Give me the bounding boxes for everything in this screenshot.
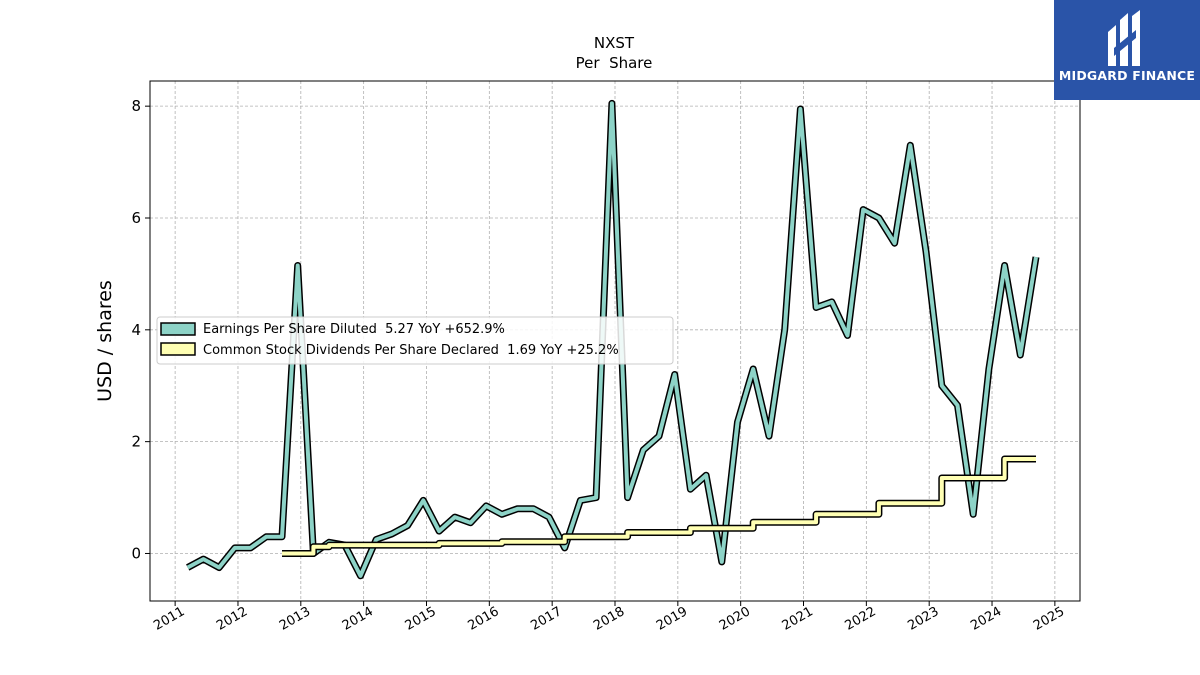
x-tick-label: 2015 (403, 604, 439, 634)
x-tick-label: 2013 (277, 604, 313, 634)
y-tick-label: 0 (131, 544, 141, 562)
x-tick-label: 2023 (905, 604, 941, 634)
chart-subtitle: Per Share (576, 54, 653, 72)
legend-label-eps: Earnings Per Share Diluted 5.27 YoY +652… (203, 322, 505, 337)
y-tick-label: 6 (131, 209, 141, 227)
y-tick-label: 4 (131, 321, 141, 339)
dividends-series-line (282, 457, 1036, 556)
x-tick-label: 2024 (968, 604, 1004, 634)
dividends-series-line-outline (282, 455, 1036, 557)
x-tick-label: 2016 (465, 604, 501, 634)
x-tick-label: 2011 (151, 604, 187, 634)
chart-title: NXST (594, 34, 635, 52)
legend-swatch-dividends (160, 342, 196, 356)
midgard-logo-icon (1108, 10, 1140, 66)
series-lines (186, 99, 1040, 580)
x-tick-label: 2021 (780, 604, 816, 634)
legend-label-dividends: Common Stock Dividends Per Share Declare… (203, 343, 619, 358)
y-tick-label: 8 (131, 97, 141, 115)
plot-frame (149, 80, 1081, 602)
brand-logo: MIDGARD FINANCE (1054, 0, 1200, 100)
x-tick-label: 2020 (717, 604, 753, 634)
x-tick-label: 2019 (654, 604, 690, 634)
x-tick-label: 2018 (591, 604, 627, 634)
x-tick-label: 2017 (528, 604, 564, 634)
x-tick-label: 2025 (1031, 604, 1067, 634)
legend-swatch-eps (160, 322, 196, 336)
legend: Earnings Per Share Diluted 5.27 YoY +652… (156, 316, 674, 365)
legend-box (156, 316, 674, 365)
brand-name: MIDGARD FINANCE (1058, 68, 1196, 83)
y-tick-label: 2 (131, 433, 141, 451)
y-axis-label: USD / shares (94, 280, 116, 402)
x-tick-label: 2022 (843, 604, 879, 634)
x-tick-label: 2014 (340, 604, 376, 634)
x-tick-label: 2012 (214, 604, 250, 634)
